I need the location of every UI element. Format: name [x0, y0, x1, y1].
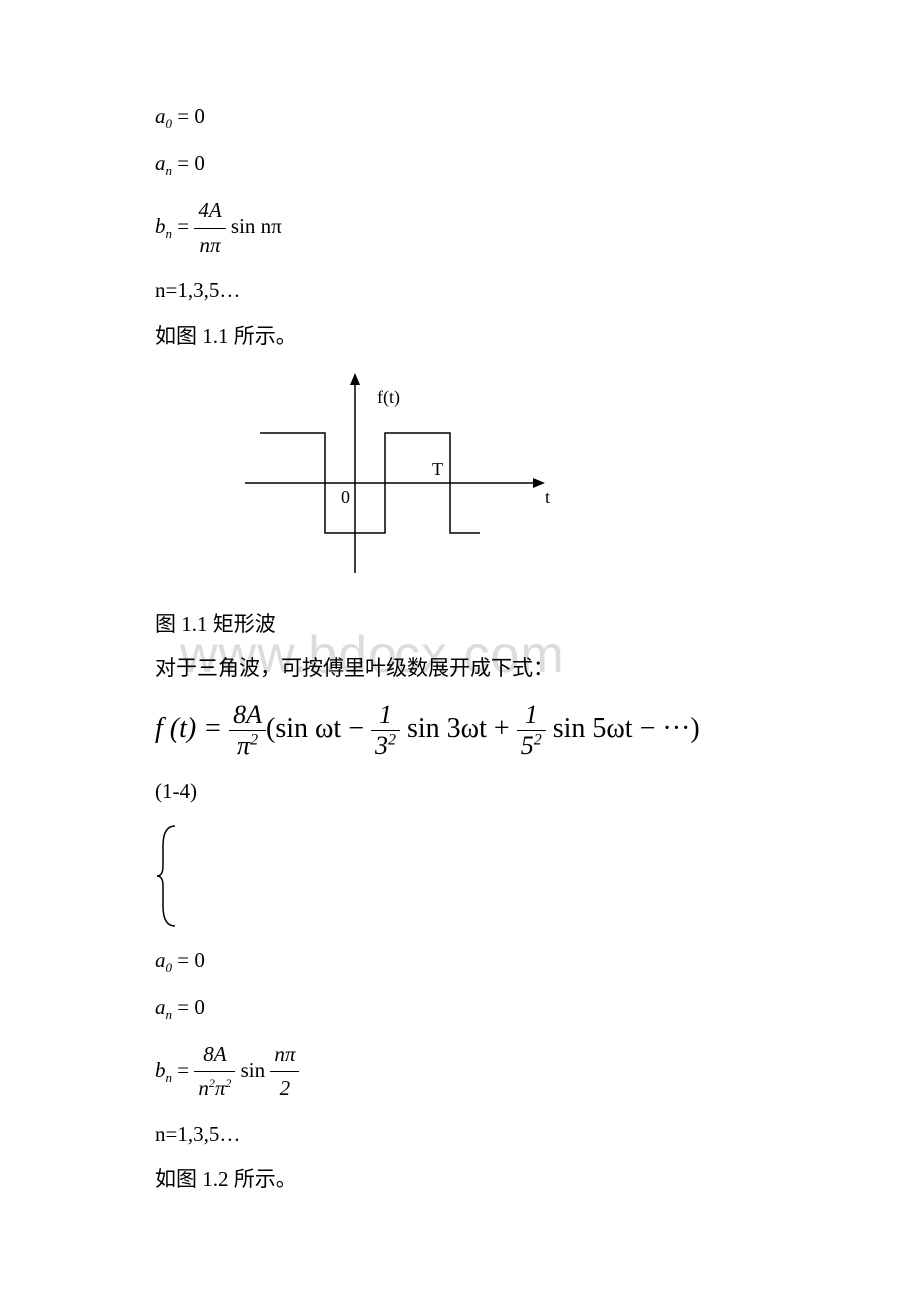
main-equation: f (t) = 8A π2 (sin ωt − 1 32 sin 3ωt + 1… [155, 700, 770, 761]
eq-number: (1-4) [155, 775, 770, 809]
main-eq-lhs: f (t) = [155, 713, 229, 744]
main-eq-body2: sin 3ωt + [400, 713, 517, 744]
period-label: T [432, 459, 443, 479]
eq2-bn-var: b [155, 1057, 166, 1081]
triangle-text: 对于三角波，可按傅里叶级数展开成下式： [155, 652, 770, 686]
n-values-2: n=1,3,5… [155, 1118, 770, 1152]
eq2-an-rhs: = 0 [172, 995, 205, 1019]
axis-y-label: f(t) [377, 387, 400, 408]
eq-bn-eq: = [172, 214, 194, 238]
eq-bn-frac: 4A nπ [194, 194, 225, 262]
main-eq-coef: 8A π2 [229, 700, 266, 761]
main-eq-f2-num: 1 [517, 700, 546, 731]
eq-bn-den: nπ [194, 229, 225, 263]
fig2-ref: 如图 1.2 所示。 [155, 1163, 770, 1197]
eq-a0-rhs: = 0 [172, 104, 205, 128]
eq2-bn-mid: sin [235, 1057, 270, 1081]
eq-an-rhs: = 0 [172, 151, 205, 175]
main-eq-f2: 1 52 [517, 700, 546, 761]
eq2-bn-den: n2π2 [194, 1072, 235, 1106]
eq-a0-var: a [155, 104, 166, 128]
eq2-an-var: a [155, 995, 166, 1019]
eq2-bn2-den: 2 [270, 1072, 299, 1106]
main-eq-f1-den: 32 [371, 731, 400, 761]
main-eq-coef-den: π2 [229, 731, 266, 761]
main-eq-coef-num: 8A [229, 700, 266, 731]
eq2-a0-rhs: = 0 [172, 948, 205, 972]
axis-x-label: t [545, 487, 550, 507]
eq-an-var: a [155, 151, 166, 175]
fig1-caption: 图 1.1 矩形波 [155, 608, 770, 638]
main-eq-f1: 1 32 [371, 700, 400, 761]
eq2-bn-frac1: 8A n2π2 [194, 1038, 235, 1106]
eq-bn-var: b [155, 214, 166, 238]
n-values: n=1,3,5… [155, 274, 770, 308]
eq-bn-num: 4A [194, 194, 225, 229]
main-eq-f2-den: 52 [517, 731, 546, 761]
eq2-bn2-num: nπ [270, 1038, 299, 1073]
origin-label: 0 [341, 487, 350, 507]
main-eq-body3: sin 5ωt − ···) [546, 713, 700, 744]
main-eq-body1: (sin ωt − [266, 713, 371, 744]
square-wave-diagram: f(t) t 0 T [235, 373, 770, 588]
eq2-a0-var: a [155, 948, 166, 972]
eq2-bn-num: 8A [194, 1038, 235, 1073]
eq2-bn-frac2: nπ 2 [270, 1038, 299, 1106]
eq2-bn-eq: = [172, 1057, 194, 1081]
left-brace [155, 821, 770, 936]
eq-bn-tail: sin nπ [226, 214, 282, 238]
fig1-ref: 如图 1.1 所示。 [155, 320, 770, 354]
main-eq-f1-num: 1 [371, 700, 400, 731]
